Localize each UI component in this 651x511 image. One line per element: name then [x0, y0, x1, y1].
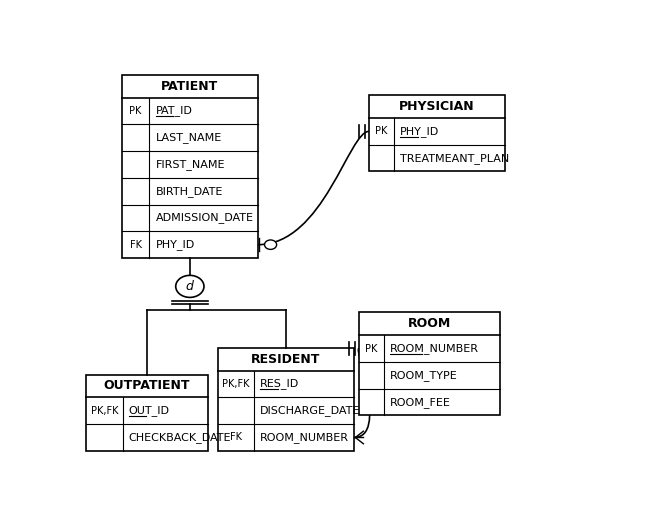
- Text: d: d: [186, 280, 194, 293]
- Text: RESIDENT: RESIDENT: [251, 353, 320, 366]
- Text: TREATMEANT_PLAN: TREATMEANT_PLAN: [400, 153, 510, 164]
- Bar: [217, 348, 354, 451]
- Text: PHY_ID: PHY_ID: [156, 239, 195, 250]
- Text: CHECKBACK_DATE: CHECKBACK_DATE: [129, 432, 231, 443]
- Text: PK: PK: [365, 343, 378, 354]
- Text: PAT_ID: PAT_ID: [156, 105, 193, 117]
- Text: FK: FK: [130, 240, 142, 250]
- Circle shape: [176, 275, 204, 297]
- Text: FIRST_NAME: FIRST_NAME: [156, 159, 225, 170]
- Text: PK: PK: [376, 126, 388, 136]
- Bar: [359, 312, 500, 415]
- Text: PK,FK: PK,FK: [91, 406, 118, 416]
- Text: ROOM: ROOM: [408, 317, 451, 330]
- Bar: [369, 95, 505, 172]
- Bar: [122, 75, 258, 258]
- Text: FK: FK: [230, 432, 242, 443]
- Text: DISCHARGE_DATE: DISCHARGE_DATE: [260, 405, 361, 416]
- Text: PK: PK: [130, 106, 142, 116]
- Text: ROOM_NUMBER: ROOM_NUMBER: [390, 343, 479, 354]
- Text: ROOM_NUMBER: ROOM_NUMBER: [260, 432, 349, 443]
- Text: LAST_NAME: LAST_NAME: [156, 132, 222, 143]
- Bar: [87, 375, 208, 451]
- Text: ROOM_TYPE: ROOM_TYPE: [390, 370, 458, 381]
- Text: PHY_ID: PHY_ID: [400, 126, 439, 137]
- Text: ROOM_FEE: ROOM_FEE: [390, 397, 451, 407]
- Text: PATIENT: PATIENT: [161, 80, 219, 92]
- Text: OUTPATIENT: OUTPATIENT: [104, 380, 190, 392]
- Text: RES_ID: RES_ID: [260, 379, 299, 389]
- Text: ADMISSION_DATE: ADMISSION_DATE: [156, 213, 253, 223]
- Text: PHYSICIAN: PHYSICIAN: [399, 100, 475, 113]
- Circle shape: [264, 240, 277, 249]
- Text: OUT_ID: OUT_ID: [129, 405, 170, 416]
- Text: BIRTH_DATE: BIRTH_DATE: [156, 185, 223, 197]
- Text: PK,FK: PK,FK: [222, 379, 249, 389]
